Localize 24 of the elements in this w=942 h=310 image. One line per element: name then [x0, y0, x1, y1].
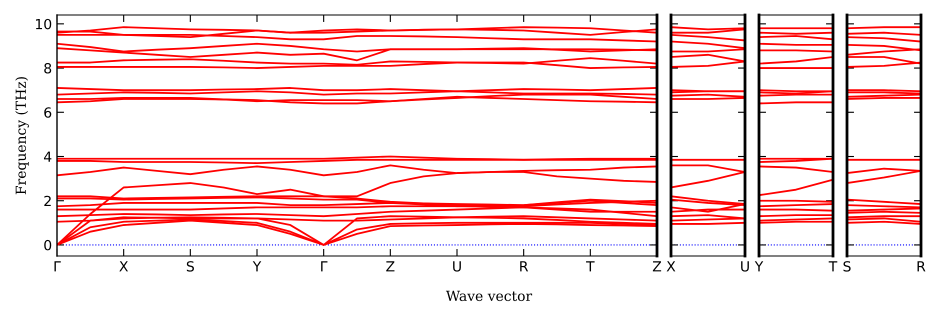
x-tick-label: Z	[386, 261, 394, 272]
y-tick-label: 8	[44, 63, 52, 74]
x-axis-title: Wave vector	[446, 290, 532, 302]
x-tick-label: S	[186, 261, 194, 272]
y-tick-label: 10	[36, 18, 52, 30]
y-tick-label: 2	[44, 196, 51, 206]
x-tick-label: Y	[252, 261, 262, 272]
x-tick-label: R	[918, 261, 926, 272]
y-tick-label: 6	[44, 107, 52, 118]
x-tick-label: Γ	[54, 261, 61, 272]
x-tick-label: S	[844, 261, 851, 272]
y-tick-label: 4	[44, 152, 52, 162]
x-tick-label: U	[741, 261, 749, 272]
x-tick-label: T	[586, 261, 595, 272]
x-tick-label: Z	[652, 261, 662, 272]
y-tick-label: 0	[44, 240, 52, 250]
x-tick-label: T	[828, 261, 838, 272]
x-tick-label: X	[119, 261, 128, 272]
x-tick-label: X	[666, 261, 676, 272]
x-tick-label: U	[453, 261, 461, 272]
x-tick-label: Γ	[321, 261, 328, 272]
x-tick-label: Y	[754, 261, 764, 272]
y-axis-title: Frequency (THz)	[15, 77, 29, 194]
x-tick-label: R	[520, 261, 528, 272]
